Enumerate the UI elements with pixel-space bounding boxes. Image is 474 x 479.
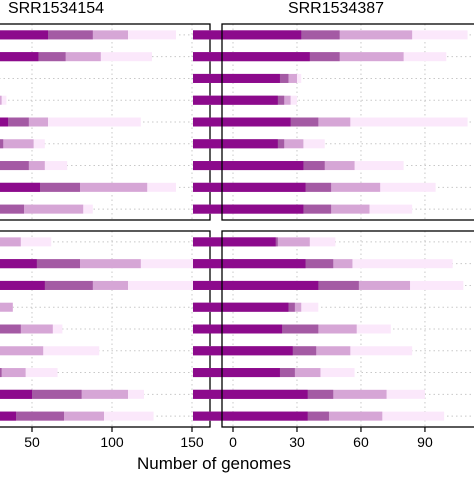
bar-segment — [0, 411, 64, 421]
bar-segment — [193, 259, 306, 269]
x-tick-label: 100 — [100, 434, 124, 450]
bar-segment — [0, 204, 84, 214]
bar-segment — [0, 237, 52, 247]
bar-segment — [193, 73, 280, 83]
bar-segment — [0, 389, 32, 399]
bar-segment — [193, 95, 278, 105]
x-tick-label: 50 — [24, 434, 40, 450]
bar-segment — [0, 161, 29, 171]
bar-segment — [0, 237, 21, 247]
x-tick-label: 90 — [417, 434, 433, 450]
bar-segment — [0, 139, 34, 149]
bar-segment — [0, 280, 93, 290]
panel-title-right: SRR1534387 — [288, 0, 384, 17]
x-tick-label: 0 — [229, 434, 237, 450]
bar-segment — [0, 95, 2, 105]
bar-segment — [0, 368, 26, 378]
x-tick-label: 60 — [353, 434, 369, 450]
plot-layer: 50 100 150 0 30 60 90 — [0, 23, 474, 450]
bar-segment — [193, 302, 289, 312]
bar-segment — [193, 117, 291, 127]
bar-segment — [193, 280, 319, 290]
bar-segment — [0, 52, 39, 62]
x-axis-title: Number of genomes — [137, 454, 291, 473]
bar-segment — [193, 389, 308, 399]
panel-frame — [221, 23, 474, 221]
bar-segment — [0, 139, 4, 149]
bar-segment — [193, 368, 280, 378]
x-tick-label: 30 — [289, 434, 305, 450]
bar-segment — [193, 30, 302, 40]
bar-segment — [0, 346, 100, 356]
bar-segment — [0, 95, 7, 105]
bar-segment — [193, 237, 276, 247]
bar-segment — [193, 204, 304, 214]
bar-segment — [193, 411, 308, 421]
bar-segment — [0, 117, 141, 127]
bar-segment — [193, 161, 304, 171]
panel-title-left: SRR1534154 — [8, 0, 104, 17]
bar-segment — [0, 30, 48, 40]
bar-segment — [0, 182, 40, 192]
bar-segment — [193, 346, 293, 356]
bar-segment — [0, 411, 16, 421]
bar-segment — [0, 280, 45, 290]
bar-segment — [0, 259, 37, 269]
bar-segment — [0, 259, 80, 269]
bar-segment — [193, 324, 283, 334]
panel-frame — [221, 230, 474, 428]
bar-segment — [0, 204, 24, 214]
bar-segment — [0, 324, 21, 334]
bar-segment — [0, 346, 44, 356]
bar-segment — [0, 117, 8, 127]
bar-segment — [0, 302, 13, 312]
bar-segment — [193, 182, 306, 192]
bar-segment — [0, 368, 2, 378]
bar-segment — [0, 368, 58, 378]
bar-segment — [193, 52, 310, 62]
bar-segment — [0, 117, 29, 127]
bar-segment — [0, 389, 82, 399]
bar-segment — [193, 139, 278, 149]
bar-segment — [0, 324, 53, 334]
x-tick-label: 150 — [180, 434, 204, 450]
